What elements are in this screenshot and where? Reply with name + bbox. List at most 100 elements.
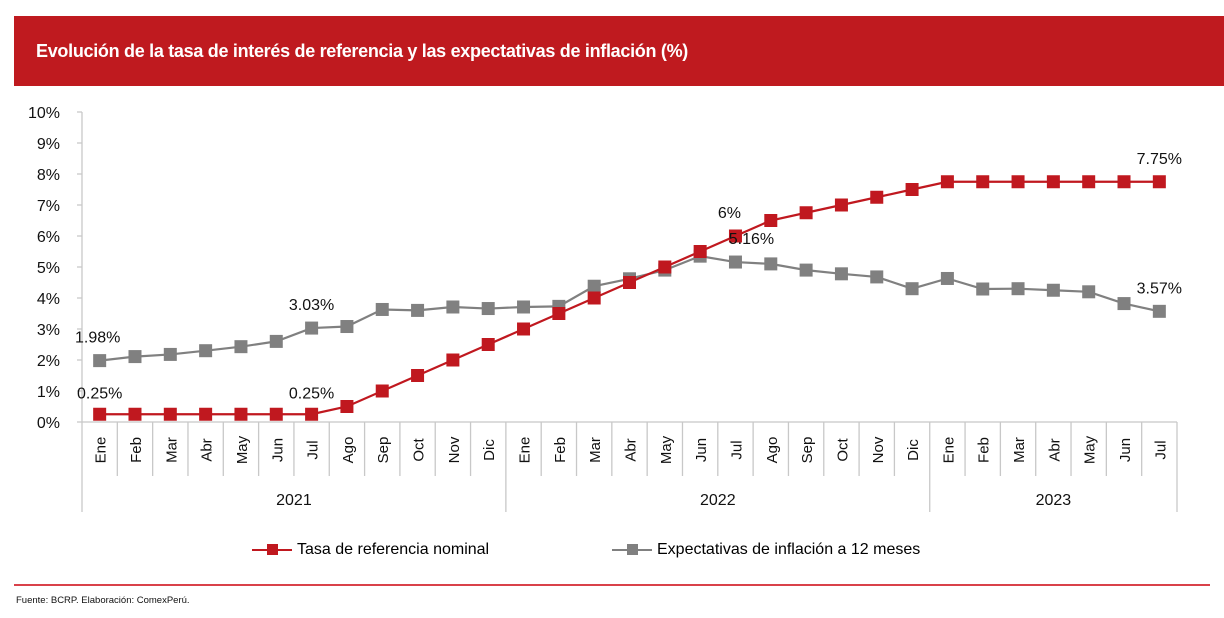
data-point xyxy=(1082,285,1096,299)
legend-label: Expectativas de inflación a 12 meses xyxy=(657,541,921,558)
data-point xyxy=(658,260,672,274)
x-tick-label: Feb xyxy=(976,437,993,463)
legend: Tasa de referencia nominal Expectativas … xyxy=(0,536,1224,564)
data-point xyxy=(93,407,107,421)
y-tick-label: 6% xyxy=(37,229,60,246)
x-group-label: 2022 xyxy=(700,492,736,509)
data-point xyxy=(234,407,248,421)
y-axis: 0% 1% 2% 3% 4% 5% 6% 7% 8% 9% 10% xyxy=(28,105,83,432)
data-point xyxy=(693,245,707,258)
x-tick-label: Abr xyxy=(623,438,640,461)
data-point xyxy=(269,334,283,348)
data-point xyxy=(481,338,495,351)
data-labels: 0.25% 0.25% 6% 7.75% 1.98% 3.03% 5.16% 3.57% xyxy=(75,151,1182,403)
x-tick-label: Jul xyxy=(728,440,745,459)
x-tick-label: Abr xyxy=(1046,438,1063,461)
x-group-label: 2023 xyxy=(1036,492,1072,509)
x-tick-label: Oct xyxy=(834,438,851,462)
y-tick-label: 7% xyxy=(37,198,60,215)
legend-item-tasa[interactable]: Tasa de referencia nominal xyxy=(252,536,489,564)
data-label: 3.57% xyxy=(1137,280,1182,297)
x-tick-label: Nov xyxy=(870,436,887,463)
data-point xyxy=(269,407,283,421)
data-point xyxy=(199,407,213,421)
line-chart: 0% 1% 2% 3% 4% 5% 6% 7% 8% 9% 10% Ene Feb Mar Abr May J… xyxy=(28,105,1182,512)
data-point xyxy=(905,183,919,196)
data-point xyxy=(799,263,813,277)
y-tick-label: 5% xyxy=(37,260,60,277)
x-tick-label: Sep xyxy=(799,437,816,464)
x-tick-label: Ago xyxy=(340,437,357,464)
data-point xyxy=(1082,175,1096,189)
x-tick-label: Mar xyxy=(587,437,604,463)
x-axis: Ene Feb Mar Abr May Jun Jul Ago Sep Oct Nov Dic Ene F… xyxy=(81,421,1178,512)
footer-divider xyxy=(14,584,1210,586)
data-point xyxy=(340,320,354,334)
data-point xyxy=(728,255,742,269)
x-tick-label: Mar xyxy=(163,437,180,463)
data-point xyxy=(940,175,954,189)
data-point xyxy=(1117,297,1131,311)
data-point xyxy=(764,214,778,227)
data-point xyxy=(340,400,354,413)
data-point xyxy=(128,407,142,421)
x-tick-label: Mar xyxy=(1011,437,1028,463)
series-tasa-referencia xyxy=(93,175,1166,421)
data-label: 1.98% xyxy=(75,330,120,347)
data-point xyxy=(1152,175,1166,189)
legend-label: Tasa de referencia nominal xyxy=(297,541,490,558)
x-tick-label: Feb xyxy=(128,437,145,463)
source-note: Fuente: BCRP. Elaboración: ComexPerú. xyxy=(16,595,190,606)
data-label: 5.16% xyxy=(729,231,774,248)
data-point xyxy=(234,340,248,354)
data-point xyxy=(834,198,848,212)
data-point xyxy=(764,257,778,271)
legend-marker-red-square-icon xyxy=(252,544,292,556)
y-tick-label: 3% xyxy=(37,322,60,339)
x-tick-label: Dic xyxy=(481,439,498,461)
data-label: 7.75% xyxy=(1137,151,1182,168)
data-point xyxy=(976,175,990,189)
data-point xyxy=(587,279,601,293)
x-tick-label: Ene xyxy=(940,437,957,464)
data-point xyxy=(1011,175,1025,189)
x-tick-label: Abr xyxy=(199,438,216,461)
data-point xyxy=(517,300,531,314)
legend-item-expectativas[interactable]: Expectativas de inflación a 12 meses xyxy=(612,536,920,564)
data-point xyxy=(411,303,425,317)
y-tick-label: 10% xyxy=(28,105,60,122)
data-point xyxy=(93,354,107,368)
data-point xyxy=(481,302,495,316)
data-point xyxy=(446,300,460,314)
data-point xyxy=(1152,304,1166,318)
data-point xyxy=(623,276,636,289)
x-tick-label: May xyxy=(234,435,251,464)
data-point xyxy=(834,267,848,281)
series-layer xyxy=(93,175,1166,421)
data-point xyxy=(870,190,884,204)
chart-header: Evolución de la tasa de interés de refer… xyxy=(14,16,1224,86)
data-point xyxy=(905,282,919,296)
data-point xyxy=(940,271,954,285)
data-point xyxy=(411,369,425,382)
series-line xyxy=(99,255,1160,362)
data-label: 6% xyxy=(718,205,741,222)
data-label: 0.25% xyxy=(289,385,334,402)
x-tick-label: Jun xyxy=(693,438,710,462)
data-point xyxy=(587,291,601,305)
data-label: 3.03% xyxy=(289,297,334,314)
y-tick-label: 8% xyxy=(37,167,60,184)
y-tick-label: 9% xyxy=(37,136,60,153)
legend-marker-gray-square-icon xyxy=(612,544,652,556)
data-point xyxy=(1117,175,1131,189)
x-tick-label: May xyxy=(1082,435,1099,464)
x-tick-label: Dic xyxy=(905,439,922,461)
x-tick-label: Ene xyxy=(93,437,110,464)
x-tick-label: Ago xyxy=(764,437,781,464)
x-tick-label: Jul xyxy=(305,440,322,459)
data-point xyxy=(375,384,389,398)
x-tick-label: Jul xyxy=(1152,440,1169,459)
x-tick-label: Oct xyxy=(411,438,428,462)
data-point xyxy=(552,307,566,320)
x-tick-label: Jun xyxy=(269,438,286,462)
